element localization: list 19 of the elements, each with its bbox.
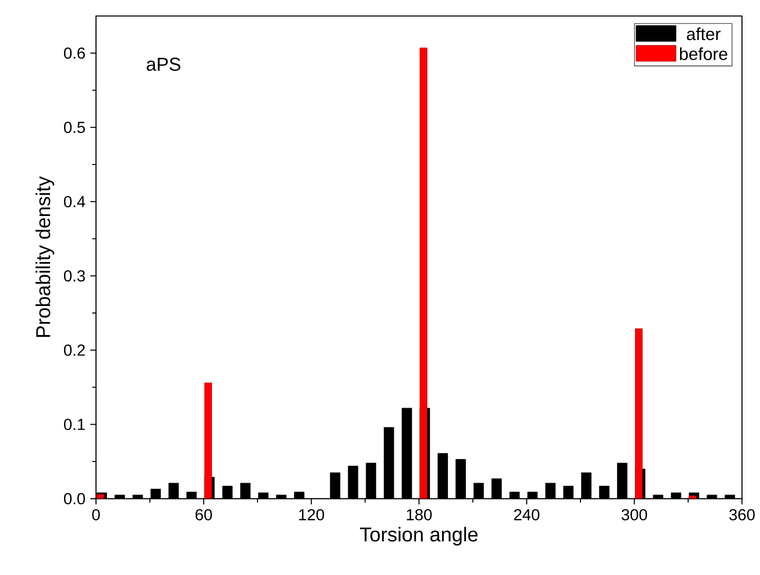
x-tick-label: 240 [514,509,540,521]
x-tick-label: 0 [92,509,100,521]
x-tick-label: 360 [729,509,755,521]
legend-label: before [680,48,728,60]
annotation: aPS [146,58,180,72]
y-tick-label: 0.6 [64,48,85,59]
y-tick-label: 0.5 [64,122,85,134]
y-tick-label: 0.3 [64,270,85,282]
y-axis-title: Probability density [36,176,54,338]
y-tick-label: 0.1 [64,418,85,430]
x-axis-title: Torsion angle [360,527,478,546]
legend-label: after [686,28,721,40]
y-tick-label: 0.4 [64,196,86,208]
x-tick-label: 60 [196,509,212,521]
x-tick-label: 300 [622,509,648,521]
x-tick-label: 120 [299,509,324,521]
x-tick-label: 180 [406,509,432,521]
y-tick-label: 0.0 [64,493,85,504]
y-tick-label: 0.2 [64,344,85,356]
